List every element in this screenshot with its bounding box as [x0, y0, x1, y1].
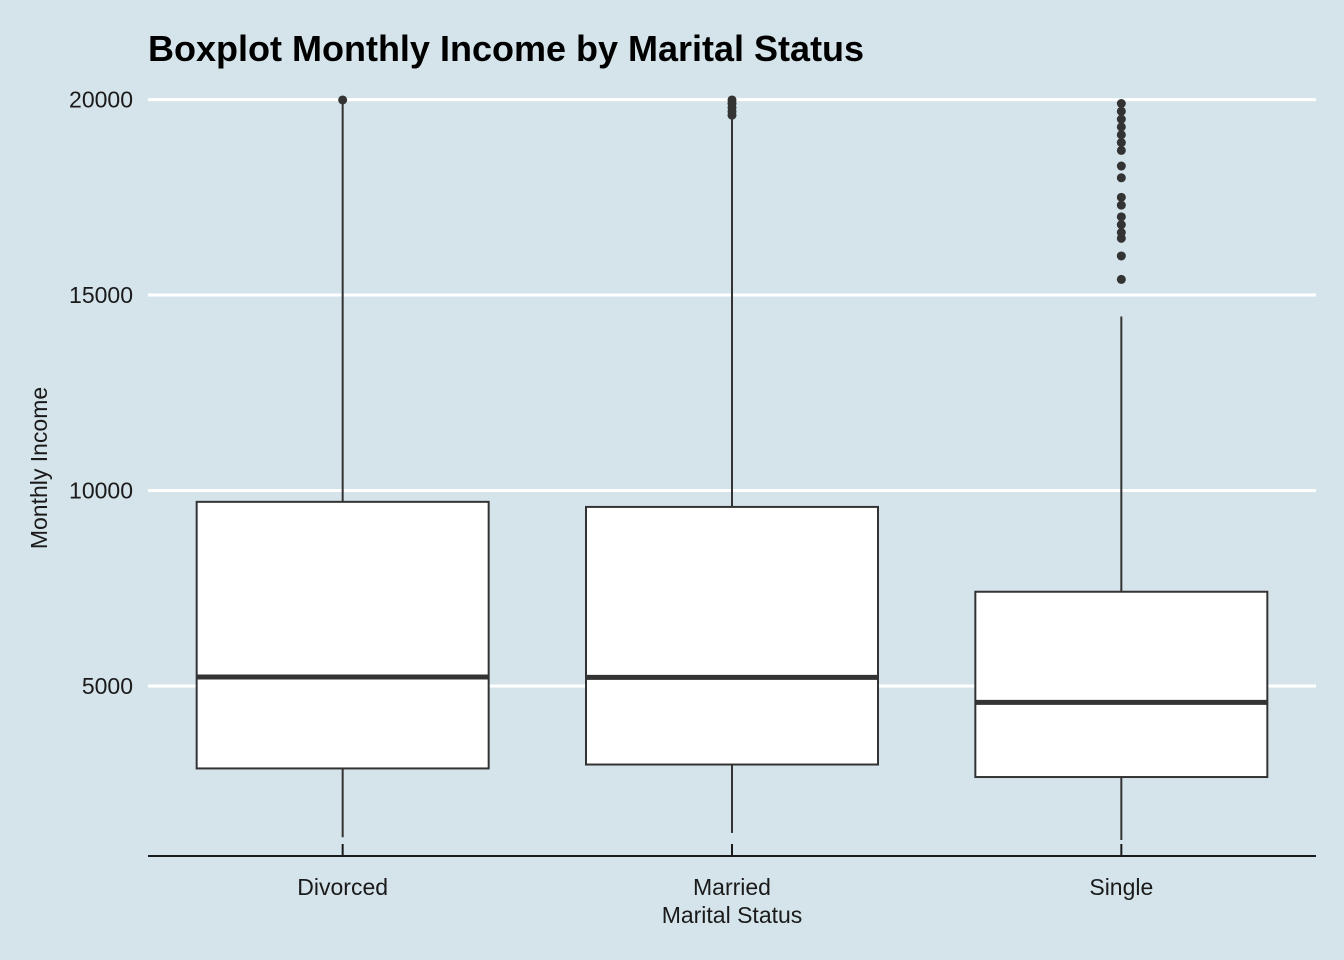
- outlier-single-12: [1116, 130, 1126, 140]
- y-axis-title: Monthly Income: [26, 387, 52, 549]
- y-axis-ticks: 5000 10000 15000 20000: [69, 87, 133, 699]
- outlier-single-10: [1116, 145, 1126, 155]
- outlier-single-14: [1116, 114, 1126, 124]
- chart-title: Boxplot Monthly Income by Marital Status: [148, 28, 864, 69]
- x-axis-title: Marital Status: [662, 902, 803, 928]
- outlier-divorced-0: [338, 95, 348, 105]
- outlier-single-15: [1116, 106, 1126, 116]
- outlier-single-16: [1116, 99, 1126, 108]
- outlier-single-11: [1116, 138, 1126, 148]
- y-tick-label-20000: 20000: [69, 87, 133, 113]
- y-tick-label-10000: 10000: [69, 478, 133, 504]
- outlier-single-1: [1116, 251, 1126, 261]
- outlier-single-7: [1116, 192, 1126, 202]
- outlier-single-8: [1116, 173, 1126, 183]
- iqr-box-divorced: [195, 500, 490, 770]
- x-axis-ticks: Divorced Married Single: [297, 844, 1153, 900]
- y-tick-label-15000: 15000: [69, 282, 133, 308]
- outlier-married-4: [727, 95, 737, 105]
- outlier-single-9: [1116, 161, 1126, 171]
- outlier-single-3: [1116, 228, 1126, 237]
- outlier-single-13: [1116, 122, 1126, 132]
- x-tick-label-divorced: Divorced: [297, 874, 388, 900]
- outlier-single-5: [1116, 212, 1126, 222]
- outlier-single-0: [1116, 274, 1126, 284]
- outlier-single-6: [1116, 200, 1126, 210]
- x-tick-label-married: Married: [693, 874, 771, 900]
- x-tick-label-single: Single: [1089, 874, 1153, 900]
- iqr-box-single: [974, 590, 1269, 779]
- boxes: [195, 95, 1269, 840]
- box-divorced: [195, 95, 490, 838]
- y-tick-label-5000: 5000: [82, 673, 133, 699]
- box-married: [585, 95, 879, 833]
- outlier-single-4: [1116, 220, 1126, 230]
- iqr-box-married: [585, 505, 879, 766]
- box-single: [974, 99, 1269, 840]
